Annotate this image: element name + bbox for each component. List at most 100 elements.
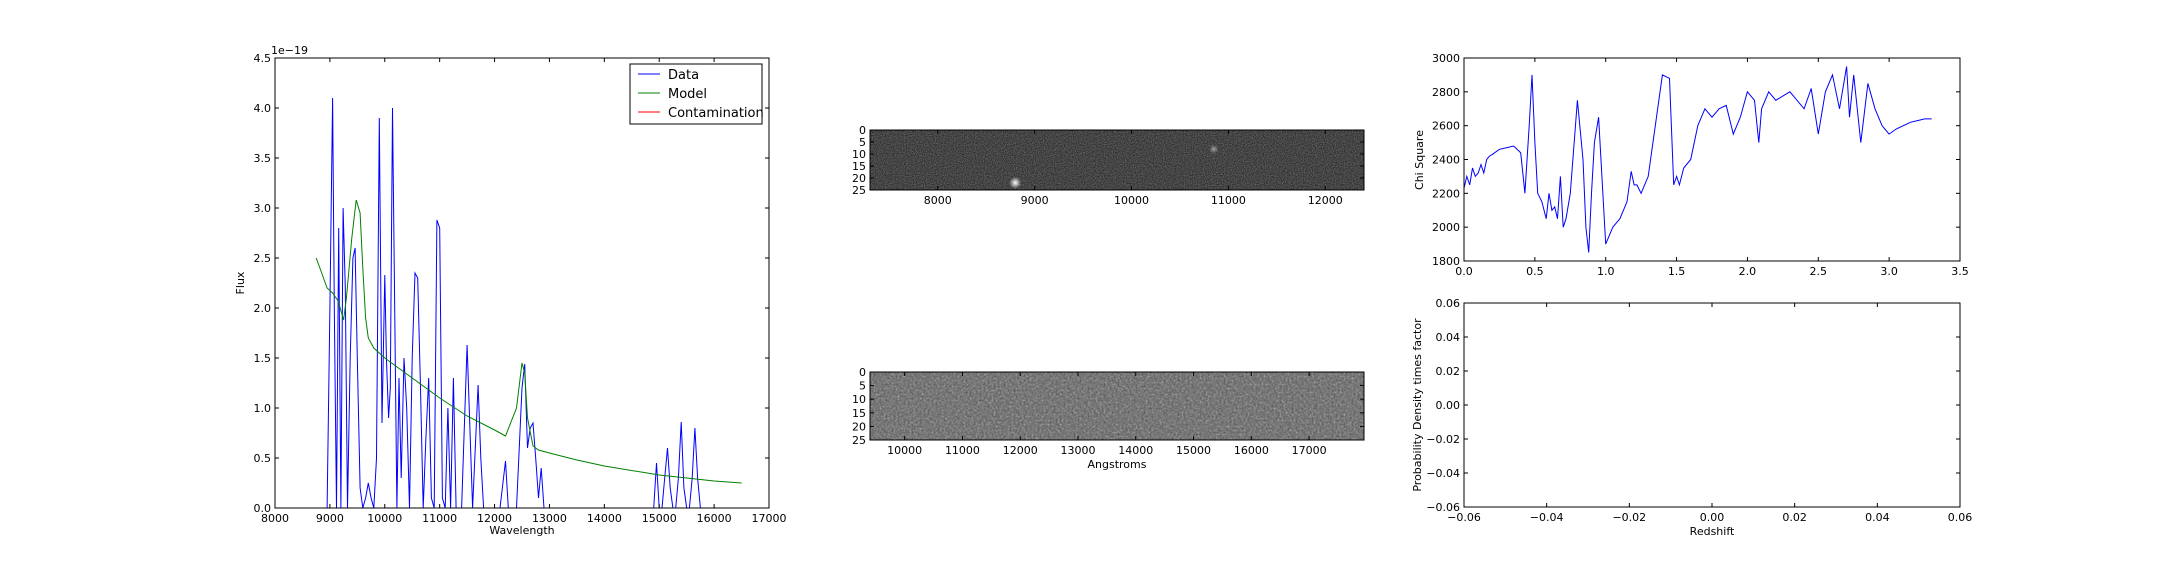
y-tick-label: 2200 xyxy=(1432,187,1460,200)
spectrum-y-offset-label: 1e−19 xyxy=(271,44,308,57)
y-tick-label: 2600 xyxy=(1432,120,1460,133)
x-tick-label: 13000 xyxy=(532,512,567,525)
spectrum-y-label: Flux xyxy=(234,271,247,294)
y-tick-label: 2000 xyxy=(1432,221,1460,234)
x-tick-label: 2.5 xyxy=(1810,265,1828,278)
probability-x-label: Redshift xyxy=(1690,525,1735,538)
spectrum-x-label: Wavelength xyxy=(489,524,554,537)
x-tick-label: 15000 xyxy=(1176,444,1211,457)
y-tick-label: 0.00 xyxy=(1436,399,1461,412)
y-tick-label: −0.02 xyxy=(1426,433,1460,446)
x-tick-label: 9000 xyxy=(316,512,344,525)
x-tick-label: 11000 xyxy=(422,512,457,525)
probability-panel: −0.06 −0.04 −0.02 0.00 0.02 0.04 0.06 −0.06−0.… xyxy=(1411,297,1972,538)
chi-square-panel: 0.0 0.5 1.0 1.5 2.0 2.5 3.0 3.5 1800 2000 2200 240… xyxy=(1413,52,1969,278)
y-tick-label: 0.5 xyxy=(254,452,272,465)
y-tick-label: 3000 xyxy=(1432,52,1460,65)
twod-top-x-ticks: 8000 9000 10000 11000 12000 xyxy=(924,130,1343,207)
y-tick-label: 25 xyxy=(852,184,866,197)
x-tick-label: 15000 xyxy=(642,512,677,525)
twod-bottom-x-label: Angstroms xyxy=(1088,458,1147,471)
spectrum-x-ticks: 8000 9000 10000 11000 12000 13000 14000 15000 16… xyxy=(261,58,787,525)
x-tick-label: 3.5 xyxy=(1951,265,1969,278)
legend-label-contamination: Contamination xyxy=(668,106,764,121)
y-tick-label: 0 xyxy=(859,366,866,379)
twod-top-axes-frame xyxy=(869,129,1365,191)
x-tick-label: 14000 xyxy=(587,512,622,525)
y-tick-label: 20 xyxy=(852,420,866,433)
probability-y-ticks: −0.06 −0.04 −0.02 0.00 0.02 0.04 0.06 xyxy=(1426,297,1960,514)
y-tick-label: 1.0 xyxy=(254,402,272,415)
chi-square-axes-frame xyxy=(1463,57,1961,262)
y-tick-label: 1800 xyxy=(1432,255,1460,268)
chi-square-x-ticks: 0.0 0.5 1.0 1.5 2.0 2.5 3.0 3.5 xyxy=(1455,58,1969,278)
x-tick-label: 16000 xyxy=(697,512,732,525)
y-tick-label: 0.04 xyxy=(1436,331,1461,344)
y-tick-label: 0.0 xyxy=(254,502,272,515)
y-tick-label: 20 xyxy=(852,172,866,185)
x-tick-label: 10000 xyxy=(1114,194,1149,207)
spectrum-legend: Data Model Contamination xyxy=(629,63,764,125)
twod-bottom-axes-frame xyxy=(869,371,1365,441)
x-tick-label: 3.0 xyxy=(1880,265,1898,278)
y-tick-label: −0.04 xyxy=(1426,467,1460,480)
bright-spot xyxy=(1209,144,1219,154)
x-tick-label: −0.02 xyxy=(1612,511,1646,524)
spectrum-lines xyxy=(315,97,742,508)
x-tick-label: 0.06 xyxy=(1948,511,1973,524)
y-tick-label: 0 xyxy=(859,124,866,137)
x-tick-label: 12000 xyxy=(477,512,512,525)
series-line-chi-square xyxy=(1464,66,1932,253)
x-tick-label: 10000 xyxy=(367,512,402,525)
y-tick-label: 5 xyxy=(859,136,866,149)
x-tick-label: −0.06 xyxy=(1447,511,1481,524)
twod-bottom-x-ticks: 10000 11000 12000 13000 14000 15000 16000 17000 xyxy=(887,372,1327,457)
x-tick-label: 10000 xyxy=(887,444,922,457)
spectrum-axes-frame xyxy=(274,57,770,509)
y-tick-label: 5 xyxy=(859,380,866,393)
y-tick-label: 2.5 xyxy=(254,252,272,265)
y-tick-label: 2.0 xyxy=(254,302,272,315)
x-tick-label: 1.5 xyxy=(1668,265,1686,278)
probability-axes-frame xyxy=(1463,302,1961,508)
x-tick-label: 14000 xyxy=(1118,444,1153,457)
y-tick-label: 1.5 xyxy=(254,352,272,365)
y-tick-label: 2400 xyxy=(1432,154,1460,167)
chi-square-lines xyxy=(1464,66,1932,253)
chi-square-y-ticks: 1800 2000 2200 2400 2600 2800 3000 xyxy=(1432,52,1960,268)
x-tick-label: 0.04 xyxy=(1865,511,1890,524)
x-tick-label: 17000 xyxy=(1292,444,1327,457)
probability-y-label: Probability Density times factor xyxy=(1411,318,1424,492)
y-tick-label: 15 xyxy=(852,407,866,420)
x-tick-label: 12000 xyxy=(1308,194,1343,207)
x-tick-label: 0.02 xyxy=(1782,511,1807,524)
y-tick-label: 2800 xyxy=(1432,86,1460,99)
y-tick-label: −0.06 xyxy=(1426,501,1460,514)
x-tick-label: 8000 xyxy=(261,512,289,525)
y-tick-label: 3.5 xyxy=(254,152,272,165)
spectrum-y-ticks: 0.0 0.5 1.0 1.5 2.0 2.5 3.0 3.5 4.0 4.5 xyxy=(254,52,769,515)
y-tick-label: 25 xyxy=(852,434,866,447)
y-tick-label: 0.06 xyxy=(1436,297,1461,310)
x-tick-label: 0.00 xyxy=(1700,511,1725,524)
chi-square-y-label: Chi Square xyxy=(1413,130,1426,190)
legend-label-data: Data xyxy=(668,68,699,83)
x-tick-label: 0.0 xyxy=(1455,265,1473,278)
legend-label-model: Model xyxy=(668,87,707,102)
y-tick-label: 4.0 xyxy=(254,102,272,115)
bright-spot xyxy=(1009,176,1022,189)
probability-x-ticks: −0.06 −0.04 −0.02 0.00 0.02 0.04 0.06 xyxy=(1447,303,1972,524)
y-tick-label: 15 xyxy=(852,160,866,173)
y-tick-label: 3.0 xyxy=(254,202,272,215)
x-tick-label: 2.0 xyxy=(1739,265,1757,278)
x-tick-label: 11000 xyxy=(1211,194,1246,207)
x-tick-label: 8000 xyxy=(924,194,952,207)
x-tick-label: 9000 xyxy=(1021,194,1049,207)
x-tick-label: 16000 xyxy=(1234,444,1269,457)
twod-top-features xyxy=(1009,144,1219,189)
y-tick-label: 0.02 xyxy=(1436,365,1461,378)
y-tick-label: 4.5 xyxy=(254,52,272,65)
